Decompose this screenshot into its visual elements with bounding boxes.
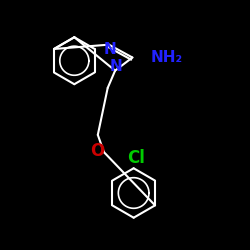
Text: N: N bbox=[110, 59, 123, 74]
Text: NH₂: NH₂ bbox=[151, 50, 183, 65]
Text: Cl: Cl bbox=[127, 149, 145, 168]
Text: N: N bbox=[104, 42, 117, 56]
Text: O: O bbox=[90, 142, 104, 160]
